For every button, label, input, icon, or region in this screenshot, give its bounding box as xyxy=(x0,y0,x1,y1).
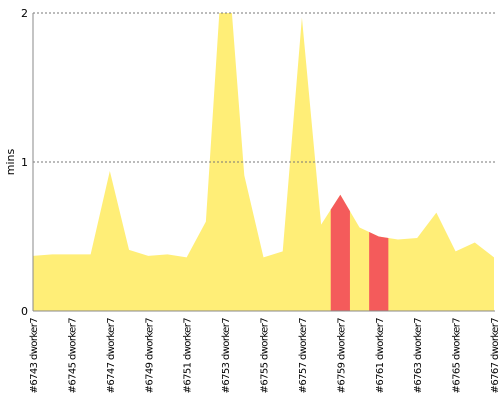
y-tick-label: 2 xyxy=(21,7,28,20)
x-tick-label: #6755 dworker7 xyxy=(260,318,271,394)
x-tick-label: #6747 dworker7 xyxy=(106,318,117,394)
area xyxy=(33,13,494,311)
y-axis-label: mins xyxy=(4,148,17,175)
x-tick-label: #6753 dworker7 xyxy=(221,318,232,394)
x-tick-label: #6745 dworker7 xyxy=(67,318,78,394)
x-tick-label: #6765 dworker7 xyxy=(452,318,463,394)
x-tick-label: #6743 dworker7 xyxy=(29,318,40,394)
x-tick-label: #6763 dworker7 xyxy=(413,318,424,394)
x-tick-label: #6757 dworker7 xyxy=(298,318,309,394)
y-tick-label: 1 xyxy=(21,156,28,169)
y-tick-label: 0 xyxy=(21,305,28,318)
x-tick-label: #6767 dworker7 xyxy=(490,318,500,394)
x-tick-label: #6749 dworker7 xyxy=(144,318,155,394)
build-segment xyxy=(330,194,350,311)
build-segment xyxy=(369,232,389,311)
x-tick-label: #6751 dworker7 xyxy=(183,318,194,394)
x-tick-label: #6761 dworker7 xyxy=(375,318,386,394)
x-tick-label: #6759 dworker7 xyxy=(336,318,347,394)
